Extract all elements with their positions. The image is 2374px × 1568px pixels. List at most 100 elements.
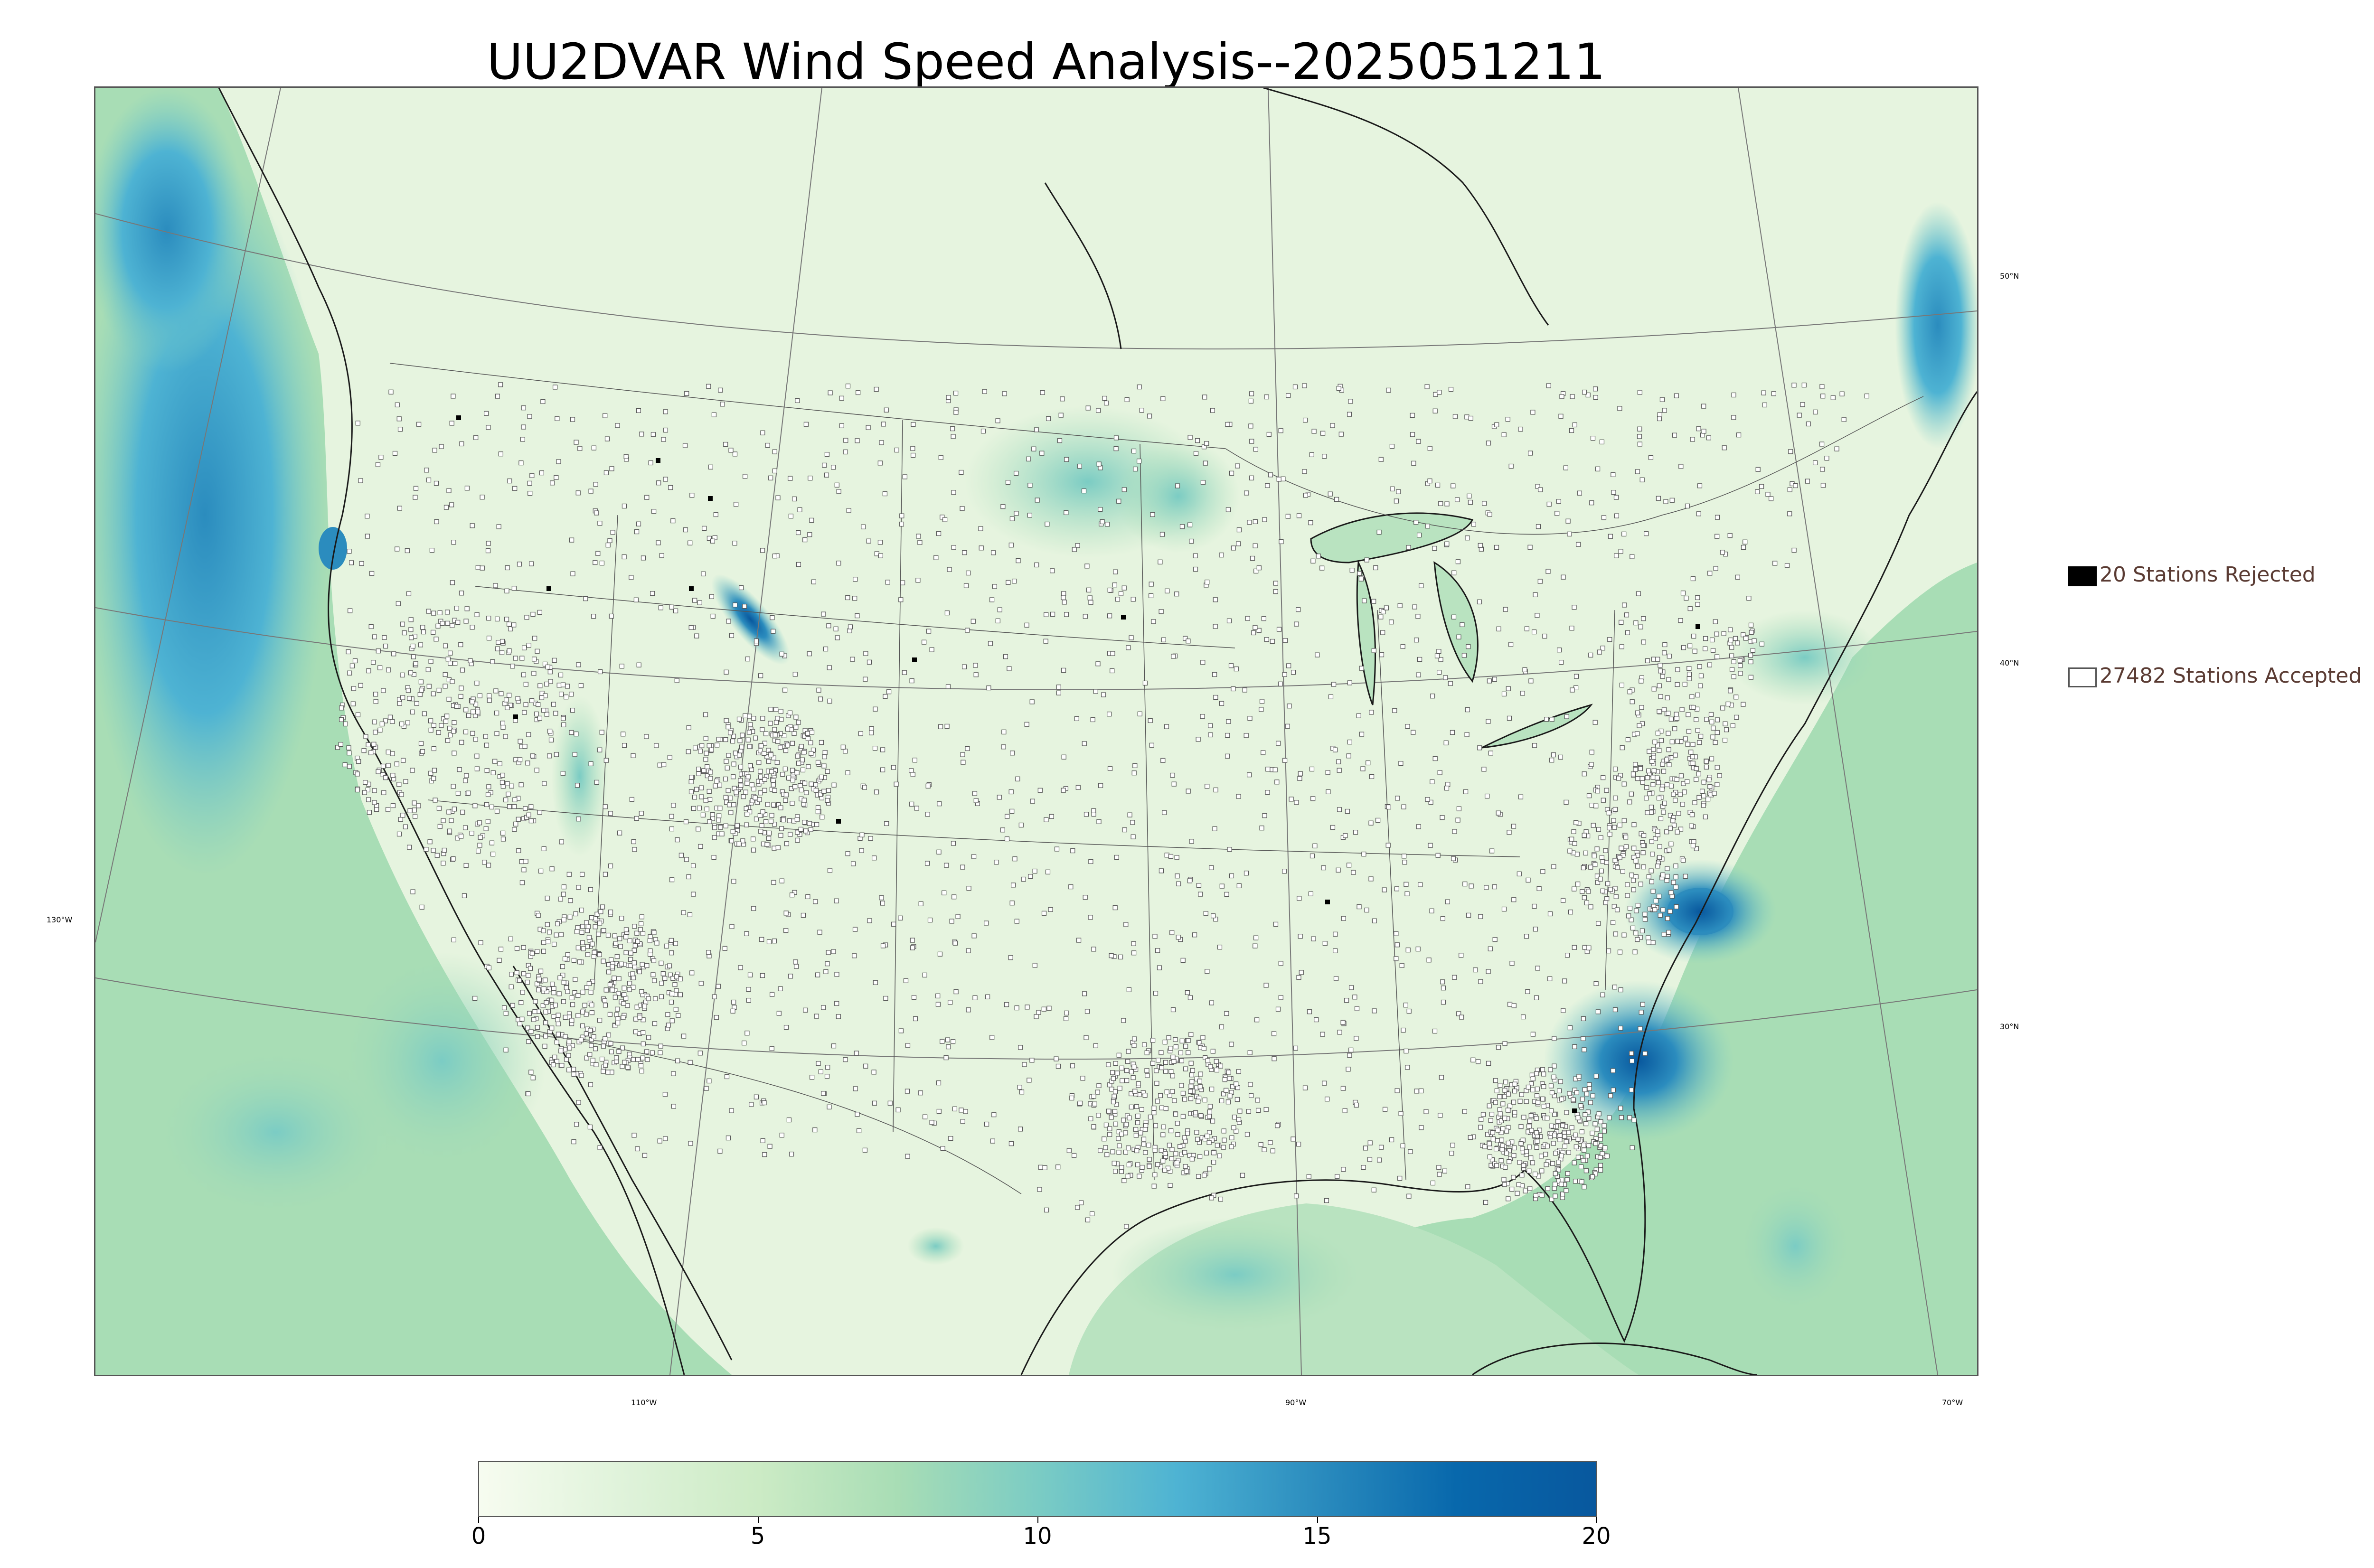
accepted-station-marker [1157,965,1162,970]
accepted-station-marker [1559,659,1564,665]
accepted-station-marker [446,696,452,702]
accepted-station-marker [1564,1188,1569,1193]
accepted-station-marker [1704,717,1709,722]
accepted-station-marker [1611,489,1616,495]
accepted-station-marker [1325,1097,1330,1102]
accepted-station-marker [1562,1144,1567,1149]
accepted-station-marker [1253,943,1258,948]
accepted-station-marker [434,519,439,525]
accepted-station-marker [638,921,644,926]
accepted-station-marker [711,412,717,417]
accepted-station-marker [569,730,574,735]
accepted-station-marker [347,764,352,769]
accepted-station-marker [1517,1160,1522,1165]
accepted-station-marker [1247,716,1253,721]
accepted-station-marker [688,625,694,630]
accepted-station-marker [1657,416,1662,422]
accepted-station-marker [874,386,879,392]
accepted-station-marker [720,402,725,407]
accepted-station-marker [822,754,827,760]
accepted-station-marker [1253,543,1258,548]
accepted-station-marker [1601,775,1606,780]
accepted-station-marker [597,1018,603,1023]
accepted-station-marker [1741,702,1746,707]
accepted-station-marker [484,742,490,748]
accepted-station-marker [1721,631,1726,636]
accepted-station-marker [1480,1112,1486,1117]
accepted-station-marker [1276,741,1281,746]
accepted-station-marker [558,691,564,697]
accepted-station-marker [347,548,352,554]
accepted-station-marker [1582,1147,1587,1153]
accepted-station-marker [1507,715,1512,721]
accepted-station-marker [576,1100,581,1105]
accepted-station-marker [698,749,703,754]
accepted-station-marker [795,830,800,835]
accepted-station-marker [1588,652,1593,658]
map-panel[interactable] [94,86,1978,1376]
accepted-station-marker [947,1000,953,1005]
accepted-station-marker [1696,771,1701,777]
accepted-station-marker [807,651,812,657]
accepted-station-marker [883,694,888,699]
accepted-station-marker [1259,826,1264,831]
accepted-station-marker [1658,668,1663,674]
accepted-station-marker [858,731,864,736]
accepted-station-marker [1203,1055,1208,1061]
accepted-station-marker [1167,1143,1172,1148]
accepted-station-marker [361,748,367,753]
accepted-station-marker [1265,789,1270,795]
accepted-station-marker [1276,477,1281,482]
accepted-station-marker [979,545,984,551]
accepted-station-marker [1731,674,1736,679]
accepted-station-marker [1611,920,1616,925]
accepted-station-marker [1530,1076,1536,1081]
lake-michigan [1356,560,1376,705]
accepted-station-marker [1592,720,1598,725]
accepted-station-marker [462,893,467,899]
accepted-station-marker [1042,1165,1047,1170]
accepted-station-marker [1533,927,1538,932]
accepted-station-marker [1460,622,1465,627]
accepted-station-marker [1229,873,1234,879]
accepted-station-marker [1091,1094,1096,1099]
accepted-station-marker [507,693,512,698]
accepted-station-marker [828,390,833,395]
accepted-station-marker [631,839,636,845]
accepted-station-marker [1508,463,1514,469]
accepted-station-marker [457,767,462,772]
accepted-station-marker [1451,614,1457,620]
accepted-station-marker [1534,1116,1539,1121]
accepted-station-marker [1107,1126,1112,1131]
accepted-station-marker [601,1043,606,1049]
accepted-station-marker [1729,653,1734,658]
accepted-station-marker [1499,1137,1504,1143]
accepted-station-marker [559,1063,565,1068]
accepted-station-marker [1641,616,1646,621]
accepted-station-marker [1188,1032,1194,1037]
accepted-station-marker [1587,1082,1592,1087]
accepted-station-marker [1586,1116,1592,1121]
accepted-station-marker [699,785,704,790]
accepted-station-marker [473,435,479,440]
accepted-station-marker [1061,788,1066,793]
accepted-station-marker [413,486,419,491]
accepted-station-marker [618,944,623,949]
accepted-station-marker [628,950,633,956]
accepted-station-marker [1672,432,1677,438]
accepted-station-marker [689,493,695,498]
accepted-station-marker [1373,565,1378,571]
accepted-station-marker [839,423,844,428]
accepted-station-marker [1594,873,1600,879]
accepted-station-marker [763,731,769,736]
accepted-station-marker [663,477,668,482]
accepted-station-marker [1372,1008,1377,1014]
accepted-station-marker [463,778,468,783]
accepted-station-marker [1715,782,1720,787]
accepted-station-marker [1183,1043,1188,1049]
accepted-station-marker [703,736,708,741]
accepted-station-marker [807,532,812,537]
accepted-station-marker [543,1033,548,1039]
accepted-station-marker [1452,414,1458,419]
accepted-station-marker [1008,1141,1014,1146]
